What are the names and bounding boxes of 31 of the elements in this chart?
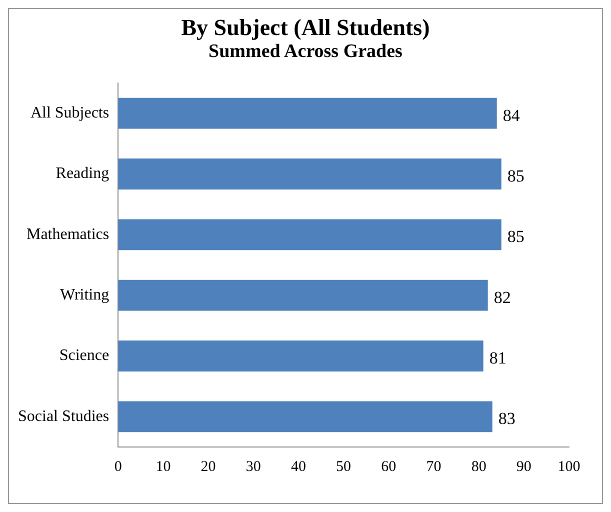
bar — [118, 340, 484, 372]
y-tick-label: Mathematics — [26, 226, 110, 243]
x-tick-label: 70 — [426, 458, 442, 475]
y-tick-label: Science — [59, 347, 110, 364]
data-label: 85 — [507, 227, 524, 246]
bar — [118, 98, 497, 129]
data-label: 83 — [498, 409, 516, 428]
x-tick-label: 100 — [558, 458, 580, 475]
y-tick-label: Social Studies — [18, 408, 110, 425]
y-tick-label: All Subjects — [30, 104, 110, 122]
bar — [118, 280, 488, 311]
x-tick-label: 90 — [516, 458, 532, 475]
chart-title: By Subject (All Students) — [180, 15, 431, 41]
x-tick-label: 30 — [246, 458, 261, 475]
data-label: 84 — [502, 106, 520, 125]
data-label: 82 — [494, 288, 511, 307]
x-tick-label: 80 — [471, 458, 486, 475]
y-tick-label: Writing — [60, 286, 110, 304]
data-label: 85 — [507, 166, 524, 186]
data-label: 81 — [489, 348, 506, 368]
bar — [118, 158, 502, 190]
x-tick-label: 20 — [200, 458, 216, 475]
chart-subtitle: Summed Across Grades — [208, 41, 404, 63]
bar — [118, 401, 492, 432]
x-tick-label: 50 — [336, 458, 352, 475]
x-tick-label: 10 — [156, 458, 171, 475]
x-tick-label: 40 — [290, 458, 306, 475]
y-tick-label: Reading — [56, 165, 110, 182]
x-tick-label: 0 — [114, 458, 122, 475]
x-tick-label: 60 — [381, 458, 396, 475]
bar — [118, 219, 502, 250]
